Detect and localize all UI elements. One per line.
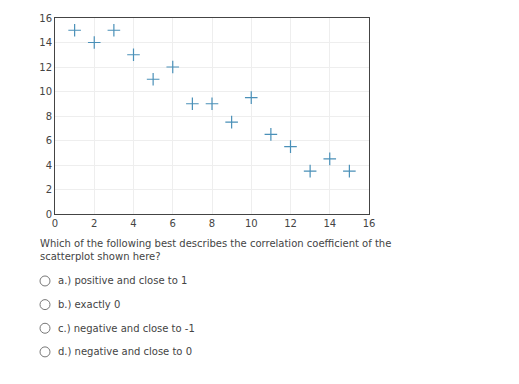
svg-text:8: 8 [46,111,52,122]
svg-text:2: 2 [46,184,52,195]
svg-text:8: 8 [209,218,215,229]
svg-text:14: 14 [39,37,52,48]
svg-text:14: 14 [323,218,336,229]
svg-text:6: 6 [170,218,176,229]
svg-text:16: 16 [363,218,376,229]
svg-text:c.) negative and close to -1: c.) negative and close to -1 [58,323,195,334]
svg-text:10: 10 [245,218,258,229]
svg-text:12: 12 [284,218,297,229]
svg-text:2: 2 [91,218,97,229]
svg-text:a.) positive and close to 1: a.) positive and close to 1 [58,275,187,286]
svg-text:6: 6 [46,135,52,146]
svg-text:0: 0 [52,218,58,229]
svg-text:4: 4 [130,218,136,229]
svg-text:0: 0 [46,209,52,220]
svg-text:Which of the following best de: Which of the following best describes th… [40,238,391,262]
svg-text:16: 16 [39,13,52,24]
svg-text:12: 12 [39,62,52,73]
svg-text:4: 4 [46,160,52,171]
svg-text:d.) negative and close to 0: d.) negative and close to 0 [58,346,192,357]
svg-text:10: 10 [39,86,52,97]
svg-text:b.) exactly 0: b.) exactly 0 [58,299,120,310]
